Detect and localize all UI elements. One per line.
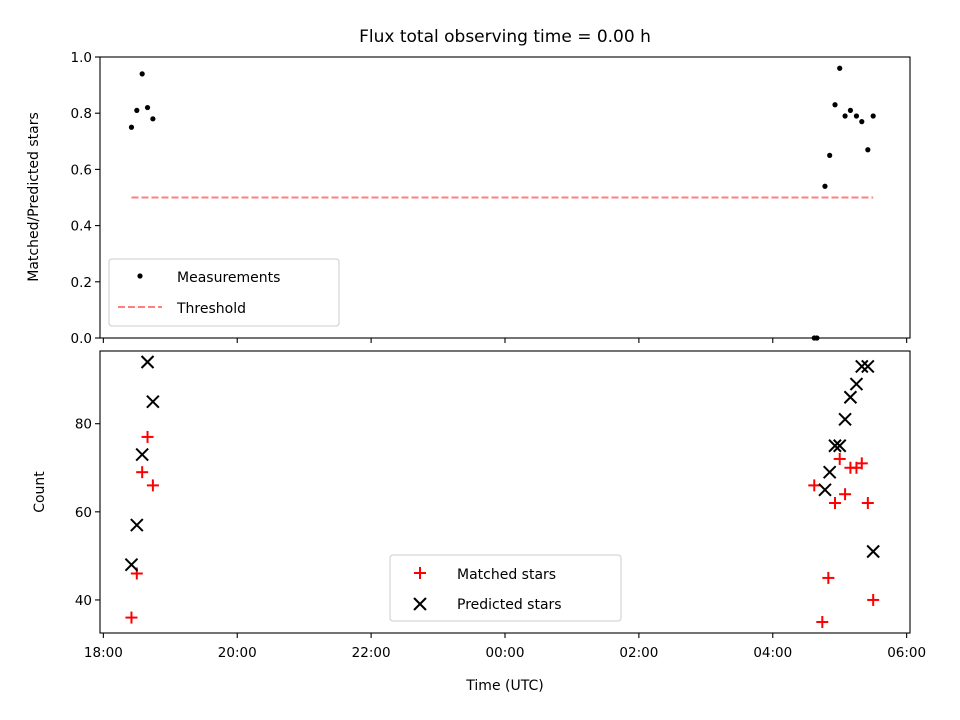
top-panel: 0.0 0.2 0.4 0.6 0.8 1.0 Matched/Predicted sta… — [26, 50, 911, 347]
matched-stars-point — [136, 466, 149, 479]
predicted-stars-point — [861, 359, 875, 374]
matched-stars-point — [833, 452, 846, 465]
chart-title: Flux total observing time = 0.00 h — [359, 27, 651, 47]
legend-predicted-label: Predicted stars — [457, 597, 562, 613]
y-tick-label: 1.0 — [71, 50, 92, 66]
legend-predicted-marker — [413, 597, 427, 611]
predicted-stars-point — [833, 439, 847, 453]
y-tick-label: 40 — [75, 593, 92, 609]
measurements-point — [144, 104, 151, 111]
measurements-point — [139, 71, 145, 77]
x-tick-label: 04:00 — [753, 645, 792, 661]
predicted-stars-point — [849, 377, 864, 391]
x-tick-label: 02:00 — [619, 645, 658, 661]
matched-stars-point — [125, 611, 138, 624]
measurements-point — [814, 335, 820, 341]
bottom-legend-box — [389, 554, 622, 622]
bottom-series — [124, 355, 880, 628]
predicted-stars-point — [146, 394, 160, 409]
predicted-stars-point — [818, 483, 832, 497]
top-y-ticks: 0.0 0.2 0.4 0.6 0.8 1.0 — [71, 50, 100, 347]
predicted-stars-point — [838, 412, 852, 427]
x-tick-label: 20:00 — [218, 645, 257, 661]
measurements-point — [150, 116, 156, 122]
predicted-stars-point — [135, 447, 149, 462]
measurements-point — [842, 113, 848, 119]
x-tick-label: 22:00 — [352, 645, 391, 661]
top-y-axis-label: Matched/Predicted stars — [26, 112, 42, 282]
predicted-stars-point — [124, 557, 139, 572]
matched-stars-point — [855, 457, 868, 470]
measurements-point — [822, 183, 828, 189]
measurements-point — [870, 113, 876, 119]
predicted-stars-point — [843, 390, 858, 404]
measurements-point — [134, 107, 140, 113]
predicted-stars-point — [855, 359, 869, 374]
bottom-legend: Matched stars Predicted stars — [389, 554, 622, 622]
bottom-y-ticks: 40 60 80 — [75, 417, 100, 609]
y-tick-label: 80 — [75, 417, 92, 433]
y-tick-label: 60 — [75, 505, 92, 521]
measurements-point — [865, 147, 871, 153]
predicted-stars-point — [822, 465, 837, 479]
y-tick-label: 0.4 — [71, 219, 92, 235]
predicted-stars-point — [140, 355, 155, 369]
x-tick-label: 00:00 — [486, 645, 525, 661]
legend-threshold-label: Threshold — [176, 301, 246, 317]
y-tick-label: 0.0 — [71, 331, 92, 347]
matched-stars-point — [141, 430, 154, 443]
matched-stars-point — [867, 593, 880, 606]
matched-stars-point — [839, 488, 852, 501]
x-tick-label: 06:00 — [887, 645, 926, 661]
measurements-point — [837, 65, 843, 71]
bottom-panel: 40 60 80 18:00 20:00 22:00 00:00 02:00 04:00 06:… — [32, 350, 926, 694]
bottom-x-ticks: 18:00 20:00 22:00 00:00 02:00 04:00 06:00 — [84, 633, 926, 661]
measurements-point — [832, 102, 838, 108]
x-axis-label: Time (UTC) — [465, 678, 543, 694]
matched-stars-point — [816, 615, 829, 628]
predicted-stars-point — [866, 544, 880, 559]
top-legend-box — [108, 258, 340, 327]
measurements-point — [847, 107, 854, 113]
matched-stars-point — [822, 571, 835, 584]
legend-matched-marker — [414, 567, 426, 579]
measurements-point — [859, 119, 865, 125]
legend-matched-label: Matched stars — [457, 567, 556, 583]
predicted-stars-point — [828, 439, 842, 453]
matched-stars-point — [861, 497, 874, 510]
predicted-stars-point — [130, 518, 144, 532]
matched-stars-point — [829, 497, 842, 510]
y-tick-label: 0.2 — [71, 275, 92, 291]
measurements-point — [827, 152, 833, 158]
x-tick-label: 18:00 — [84, 645, 123, 661]
bottom-y-axis-label: Count — [32, 471, 48, 513]
legend-measurements-label: Measurements — [177, 270, 280, 286]
measurements-point — [128, 124, 135, 130]
matched-stars-point — [808, 479, 821, 492]
top-legend: Measurements Threshold — [108, 258, 340, 327]
y-tick-label: 0.6 — [71, 162, 92, 178]
matched-stars-point — [146, 479, 159, 492]
legend-measurements-marker — [137, 273, 143, 279]
y-tick-label: 0.8 — [71, 106, 92, 122]
measurements-point — [853, 113, 860, 119]
top-x-ticks — [102, 338, 908, 343]
top-series — [128, 65, 876, 341]
